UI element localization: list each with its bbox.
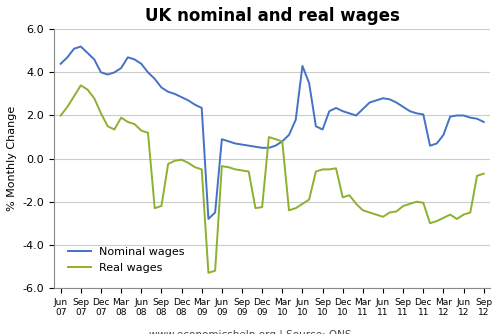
Legend: Nominal wages, Real wages: Nominal wages, Real wages (64, 243, 190, 277)
Line: Real wages: Real wages (60, 85, 484, 273)
Real wages (246, 170, 252, 174)
Nominal wages (346, 111, 352, 115)
Nominal wages (78, 44, 84, 48)
Text: www.economicshelp.org | Source: ONS: www.economicshelp.org | Source: ONS (149, 329, 351, 334)
Real wages (78, 83, 84, 87)
Nominal wages (480, 120, 486, 124)
Real wages (480, 172, 486, 176)
Real wages (306, 197, 312, 201)
Y-axis label: % Monthly Change: % Monthly Change (7, 106, 17, 211)
Nominal wages (58, 62, 64, 66)
Real wages (280, 139, 285, 143)
Real wages (346, 193, 352, 197)
Nominal wages (340, 109, 345, 113)
Real wages (206, 271, 212, 275)
Nominal wages (206, 217, 212, 221)
Nominal wages (246, 144, 252, 148)
Title: UK nominal and real wages: UK nominal and real wages (145, 7, 400, 25)
Nominal wages (280, 139, 285, 143)
Real wages (340, 195, 345, 199)
Nominal wages (118, 66, 124, 70)
Nominal wages (306, 81, 312, 85)
Real wages (118, 116, 124, 120)
Real wages (58, 114, 64, 118)
Line: Nominal wages: Nominal wages (60, 46, 484, 219)
